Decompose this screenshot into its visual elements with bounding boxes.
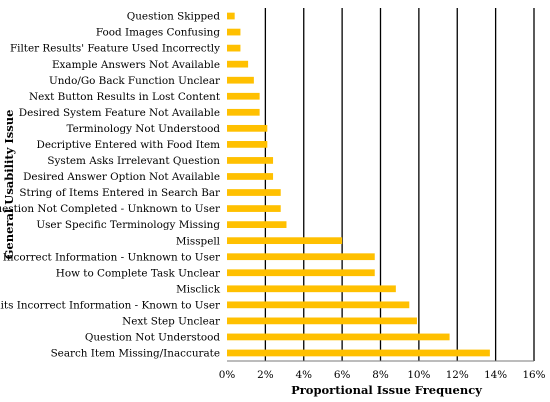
bar bbox=[227, 141, 268, 148]
category-label: System Asks Irrelevant Question bbox=[47, 155, 220, 167]
category-label: Desired Answer Option Not Available bbox=[23, 171, 220, 183]
x-tick-label: 12% bbox=[446, 369, 469, 381]
x-tick-label: 10% bbox=[407, 369, 430, 381]
x-tick-label: 4% bbox=[296, 369, 313, 381]
bar bbox=[227, 205, 281, 212]
category-label: Submits Incorrect Information - Unknown … bbox=[0, 251, 220, 263]
bar bbox=[227, 349, 490, 357]
category-label: Search Item Missing/Inaccurate bbox=[51, 348, 220, 360]
category-labels: Question Skipped Food Images Confusing Fil… bbox=[0, 11, 221, 360]
category-label: How to Complete Task Unclear bbox=[56, 267, 220, 279]
category-label: Next Step Unclear bbox=[122, 315, 220, 327]
category-label: String of Items Entered in Search Bar bbox=[19, 187, 220, 199]
category-label: Next Button Results in Lost Content bbox=[29, 91, 221, 103]
category-label: Terminology Not Understood bbox=[67, 123, 221, 135]
bar bbox=[227, 317, 417, 325]
bar bbox=[227, 108, 260, 116]
bar bbox=[227, 76, 254, 84]
x-tick-label: 2% bbox=[257, 369, 274, 381]
x-tick-label: 0% bbox=[219, 369, 236, 381]
y-axis-title: General Usability Issue bbox=[2, 110, 16, 260]
bar bbox=[227, 221, 287, 228]
x-tick-label: 6% bbox=[334, 369, 351, 381]
bar bbox=[227, 189, 281, 196]
x-tick-labels: 0% 2% 4% 6% 8% 10% 12% 14% 16% bbox=[219, 369, 546, 381]
bar bbox=[227, 44, 241, 52]
category-label: Question Skipped bbox=[127, 11, 221, 23]
category-label: Misspell bbox=[176, 235, 221, 247]
bar bbox=[227, 60, 249, 68]
category-label: User Specific Terminology Missing bbox=[36, 219, 220, 231]
x-axis-title: Proportional Issue Frequency bbox=[291, 383, 482, 397]
bar bbox=[227, 28, 241, 36]
bar bbox=[227, 285, 396, 293]
category-label: Decriptive Entered with Food Item bbox=[36, 139, 220, 151]
bar bbox=[227, 269, 375, 277]
bar bbox=[227, 301, 410, 309]
x-tick-label: 16% bbox=[522, 369, 545, 381]
category-label: Misclick bbox=[176, 283, 221, 295]
bar bbox=[227, 333, 450, 341]
category-label: Filter Results' Feature Used Incorrectly bbox=[10, 43, 220, 55]
bar bbox=[227, 12, 235, 20]
bar bbox=[227, 157, 274, 164]
category-label: Submits Incorrect Information - Known to… bbox=[0, 299, 220, 311]
category-label: Undo/Go Back Function Unclear bbox=[49, 75, 220, 87]
x-tick-label: 14% bbox=[484, 369, 507, 381]
x-tick-label: 8% bbox=[372, 369, 389, 381]
category-label: Example Answers Not Available bbox=[52, 59, 220, 71]
category-label: Food Images Confusing bbox=[96, 27, 220, 39]
bar bbox=[227, 124, 268, 132]
bars bbox=[227, 12, 490, 357]
category-label: Question Not Understood bbox=[85, 332, 221, 344]
bar bbox=[227, 253, 375, 261]
category-label: Desired System Feature Not Available bbox=[19, 107, 220, 119]
category-label: Question Not Completed - Unknown to User bbox=[0, 203, 220, 215]
bar bbox=[227, 237, 343, 245]
bar bbox=[227, 92, 260, 100]
bar bbox=[227, 173, 274, 180]
gridlines bbox=[264, 8, 535, 361]
